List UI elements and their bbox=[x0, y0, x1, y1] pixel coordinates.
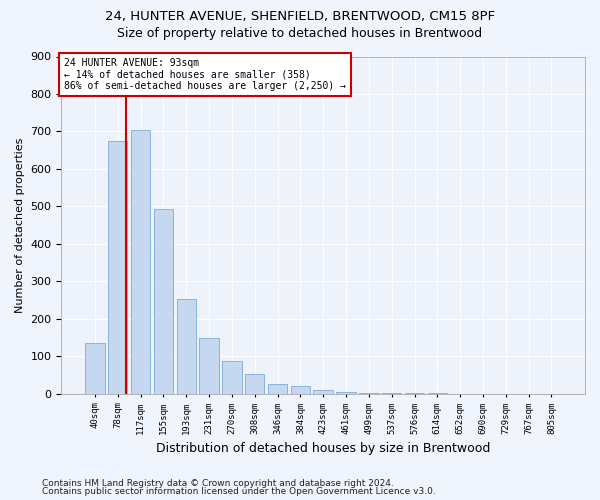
Bar bbox=[108, 141, 127, 394]
Text: 24, HUNTER AVENUE, SHENFIELD, BRENTWOOD, CM15 8PF: 24, HUNTER AVENUE, SHENFIELD, BRENTWOOD,… bbox=[105, 10, 495, 23]
Bar bbox=[359, 392, 379, 394]
Bar bbox=[290, 386, 310, 394]
Bar bbox=[176, 300, 196, 394]
Bar bbox=[131, 130, 150, 394]
Bar bbox=[382, 393, 401, 394]
Text: Contains public sector information licensed under the Open Government Licence v3: Contains public sector information licen… bbox=[42, 488, 436, 496]
Bar bbox=[154, 210, 173, 394]
Bar bbox=[268, 384, 287, 394]
Bar bbox=[222, 361, 242, 394]
Bar bbox=[313, 390, 333, 394]
Text: Contains HM Land Registry data © Crown copyright and database right 2024.: Contains HM Land Registry data © Crown c… bbox=[42, 478, 394, 488]
Bar bbox=[245, 374, 265, 394]
X-axis label: Distribution of detached houses by size in Brentwood: Distribution of detached houses by size … bbox=[156, 442, 490, 455]
Bar bbox=[85, 343, 104, 394]
Text: Size of property relative to detached houses in Brentwood: Size of property relative to detached ho… bbox=[118, 28, 482, 40]
Bar bbox=[337, 392, 356, 394]
Y-axis label: Number of detached properties: Number of detached properties bbox=[15, 138, 25, 313]
Text: 24 HUNTER AVENUE: 93sqm
← 14% of detached houses are smaller (358)
86% of semi-d: 24 HUNTER AVENUE: 93sqm ← 14% of detache… bbox=[64, 58, 346, 92]
Bar bbox=[199, 338, 219, 394]
